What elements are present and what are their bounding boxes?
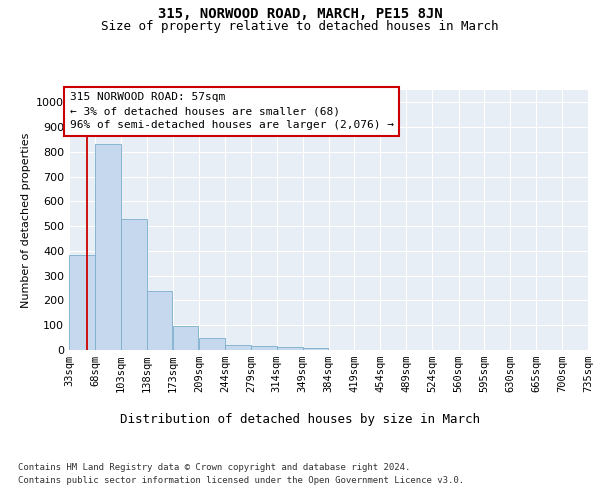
Text: Contains public sector information licensed under the Open Government Licence v3: Contains public sector information licen… [18,476,464,485]
Text: Distribution of detached houses by size in March: Distribution of detached houses by size … [120,412,480,426]
Bar [69,255,95,350]
Text: 315 NORWOOD ROAD: 57sqm
← 3% of detached houses are smaller (68)
96% of semi-det: 315 NORWOOD ROAD: 57sqm ← 3% of detached… [70,92,394,130]
Bar [121,219,146,350]
Bar [95,144,121,350]
Bar [302,348,328,350]
Bar [225,345,251,350]
Bar [277,347,302,350]
Text: Size of property relative to detached houses in March: Size of property relative to detached ho… [101,20,499,33]
Y-axis label: Number of detached properties: Number of detached properties [20,132,31,308]
Bar [146,290,172,350]
Bar [173,326,199,350]
Bar [199,338,225,350]
Text: Contains HM Land Registry data © Crown copyright and database right 2024.: Contains HM Land Registry data © Crown c… [18,462,410,471]
Bar [251,346,277,350]
Text: 315, NORWOOD ROAD, MARCH, PE15 8JN: 315, NORWOOD ROAD, MARCH, PE15 8JN [158,8,442,22]
